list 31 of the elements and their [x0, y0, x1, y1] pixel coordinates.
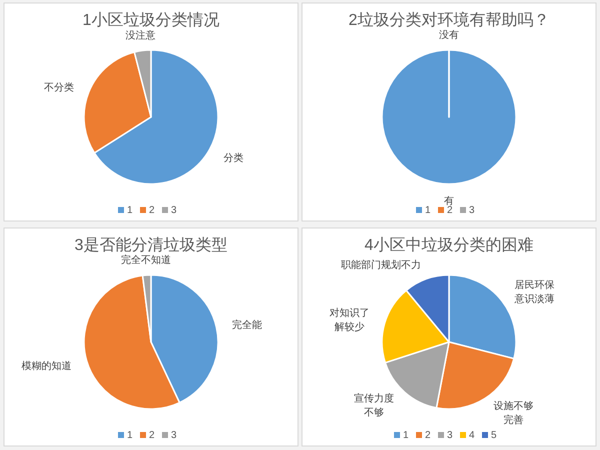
legend-label: 4: [469, 430, 475, 441]
data-label: 宣传力度不够: [354, 392, 394, 418]
legend-label: 3: [447, 430, 453, 441]
data-label: 居民环保意识淡薄: [514, 280, 555, 306]
legend-label: 1: [127, 205, 133, 216]
data-label: 分类: [224, 152, 244, 164]
legend-label: 3: [171, 430, 177, 441]
data-label: 有: [444, 195, 454, 207]
chart-title: 1小区垃圾分类情况: [82, 11, 220, 29]
legend-label: 1: [425, 205, 431, 216]
text: 没有: [439, 30, 459, 41]
data-label: 完全能: [232, 318, 262, 331]
data-label: 没注意: [126, 30, 156, 42]
data-label: 职能部门规划不力: [340, 258, 421, 271]
legend-label: 1: [127, 430, 133, 441]
legend-label: 2: [447, 205, 453, 216]
data-label: 不分类: [44, 81, 74, 94]
data-label: 模糊的知道: [21, 360, 72, 372]
chart-title: 2垃圾分类对环境有帮助吗？: [348, 11, 550, 29]
legend-label: 1: [403, 430, 409, 441]
data-label: 完全不知道: [120, 254, 171, 266]
legend-label: 5: [491, 430, 497, 441]
data-label: 设施不够完善: [493, 400, 534, 426]
legend-label: 2: [149, 205, 155, 216]
chart-title: 3是否能分清垃圾类型: [74, 236, 228, 254]
legend-label: 2: [149, 430, 155, 441]
chart-title: 4小区中垃圾分类的困难: [364, 236, 534, 254]
legend-label: 2: [425, 430, 431, 441]
legend-label: 3: [469, 205, 475, 216]
legend-label: 3: [171, 205, 177, 216]
data-label: 对知识了解较少: [329, 306, 370, 333]
